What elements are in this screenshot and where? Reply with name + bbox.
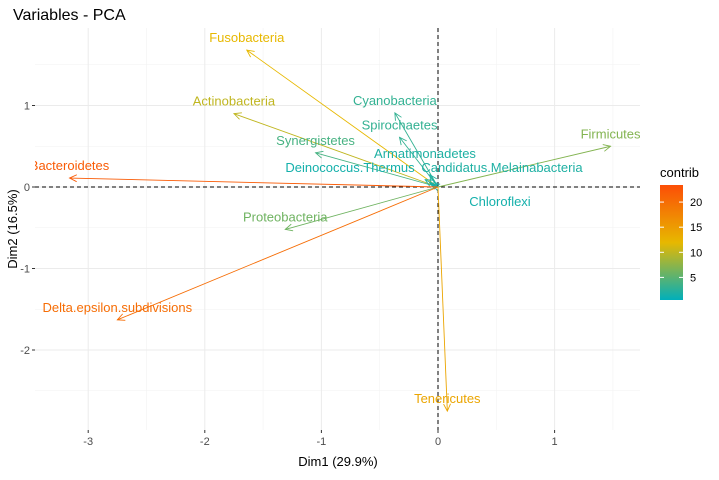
variable-arrows: Fusobacteria Actinobacteria Cyanobacteria S…	[30, 30, 641, 413]
variable-label: Deinococcus.Thermus	[285, 160, 415, 175]
variable-label: Bacteroidetes	[30, 158, 110, 173]
arrowhead	[602, 144, 612, 152]
legend-tick-label: 15	[690, 222, 702, 234]
arrowhead	[394, 111, 402, 121]
arrow-proteobacteria	[285, 186, 439, 230]
chart-title: Variables - PCA	[13, 7, 126, 24]
variable-label: Cyanobacteria	[353, 93, 438, 108]
legend-tick-label: 20	[690, 197, 702, 209]
x-tick-label: -1	[317, 436, 327, 448]
arrow-synergistetes	[315, 152, 439, 188]
arrowhead	[314, 150, 324, 159]
arrowhead	[116, 313, 126, 321]
y-tick-label: 1	[24, 101, 30, 113]
x-tick-label: -2	[200, 436, 210, 448]
arrow-spirochaetes	[399, 137, 439, 188]
arrow-tenericutes	[437, 186, 448, 412]
legend-tick-label: 10	[690, 247, 702, 259]
arrowhead	[431, 183, 441, 191]
variable-label: Tenericutes	[414, 391, 481, 406]
arrowhead	[245, 49, 255, 58]
x-tick-label: 0	[435, 436, 441, 448]
x-axis-label: Dim1 (29.9%)	[298, 454, 377, 469]
variable-label: Fusobacteria	[209, 30, 285, 45]
legend-tick-label: 5	[690, 272, 696, 284]
variable-label: Chloroflexi	[469, 194, 531, 209]
legend: contrib 5 10 15 20	[660, 165, 702, 300]
y-axis-label: Dim2 (16.5%)	[5, 189, 20, 268]
arrowhead	[424, 179, 434, 187]
arrowhead	[68, 174, 78, 183]
arrow-firmicutes	[437, 145, 611, 188]
legend-colorbar	[660, 185, 683, 300]
y-tick-label: -2	[20, 345, 30, 357]
variable-label: Candidatus.Melainabacteria	[421, 160, 583, 175]
y-tick-label: -1	[20, 264, 30, 276]
arrowhead	[443, 403, 451, 413]
legend-title: contrib	[660, 165, 699, 180]
arrowhead	[284, 223, 294, 232]
grid	[35, 28, 640, 430]
arrowhead	[232, 112, 242, 120]
x-tick-label: 1	[552, 436, 558, 448]
variable-label: Delta.epsilon.subdivisions	[43, 300, 193, 315]
axes: -3 -2 -1 0 1 -2 -1 0 1	[20, 101, 557, 449]
variable-label: Armatimonadetes	[374, 146, 476, 161]
arrow-actinobacteria	[233, 113, 439, 188]
arrow-bacteroidetes	[69, 177, 439, 188]
arrow-delta-epsilon-subdivisions	[117, 186, 439, 321]
y-tick-label: 0	[24, 182, 30, 194]
variable-label: Spirochaetes	[362, 117, 438, 132]
arrowhead	[398, 136, 407, 146]
variable-label: Proteobacteria	[243, 209, 328, 224]
x-tick-label: -3	[83, 436, 93, 448]
variable-label: Synergistetes	[276, 133, 355, 148]
variable-label: Actinobacteria	[193, 94, 276, 109]
variable-label: Firmicutes	[581, 126, 641, 141]
arrow-cyanobacteria	[394, 112, 439, 188]
arrow-fusobacteria	[246, 49, 439, 188]
arrow-armatimonadetes	[429, 174, 439, 188]
